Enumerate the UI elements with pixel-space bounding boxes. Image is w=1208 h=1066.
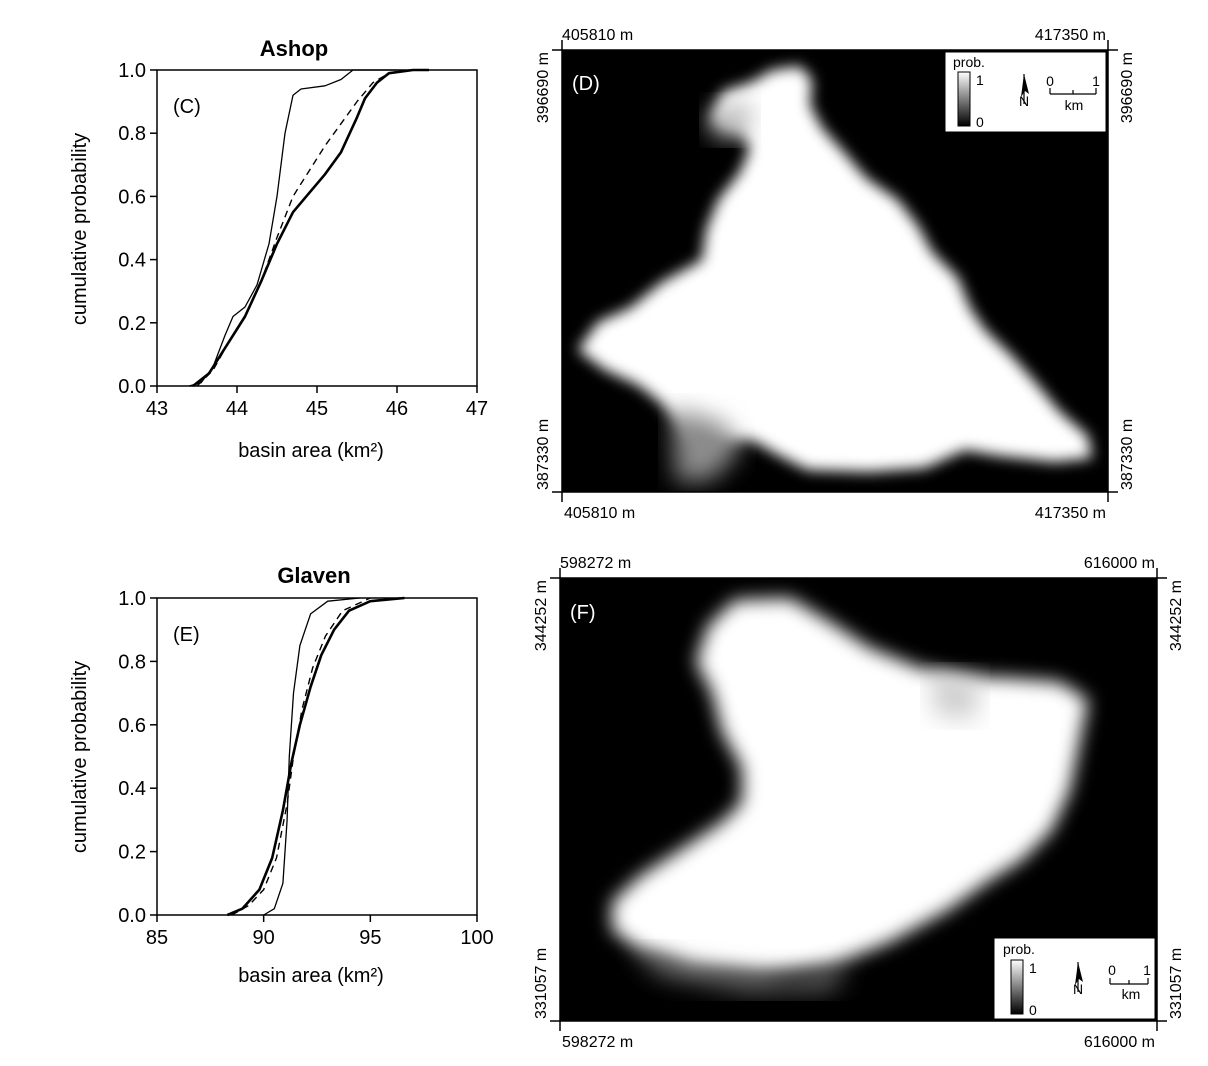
map-legend: prob. 1 0 N 0 1 km (944, 51, 1107, 133)
north-arrow-icon (1075, 962, 1083, 992)
legend-title: prob. (953, 54, 985, 70)
series-group (226, 596, 405, 917)
scale-bar (1049, 88, 1097, 95)
x-tick-label: 100 (460, 927, 493, 949)
y-tick-label: 0.8 (118, 123, 146, 145)
panel-label: (F) (570, 602, 596, 624)
coord-right-top: 396690 m (1119, 52, 1136, 123)
legend-max: 1 (1029, 960, 1037, 976)
y-tick-label: 0.2 (118, 842, 146, 864)
corner-ticks (552, 40, 1118, 502)
y-tick-labels: 0.0 0.2 0.4 0.6 0.8 1.0 (118, 60, 157, 398)
y-tick-label: 0.6 (118, 715, 146, 737)
coord-top-left: 598272 m (560, 555, 631, 572)
x-tick-label: 47 (466, 398, 488, 420)
x-tick-label: 95 (359, 927, 381, 949)
y-tick-labels: 0.0 0.2 0.4 0.6 0.8 1.0 (118, 588, 157, 927)
y-tick-label: 0.4 (118, 250, 146, 272)
scale-unit: km (1065, 97, 1084, 113)
x-tick-label: 85 (146, 927, 168, 949)
y-tick-label: 0.8 (118, 651, 146, 673)
cdf-line-dashed (231, 597, 371, 916)
chart-title: Ashop (260, 36, 328, 61)
y-tick-label: 1.0 (118, 588, 146, 610)
basin-probability-shape (578, 66, 1092, 482)
coord-top-right: 616000 m (1084, 555, 1155, 572)
probability-colorbar (957, 71, 971, 127)
y-tick-label: 0.0 (118, 376, 146, 398)
coord-right-bottom: 387330 m (1119, 419, 1136, 490)
plot-frame (156, 597, 478, 916)
legend-title: prob. (1003, 941, 1035, 957)
probability-colorbar (1010, 959, 1024, 1015)
cdf-line-dashed (196, 69, 414, 387)
probability-map-f: (F) 598272 m 616000 m 598272 m 616000 m … (533, 555, 1185, 1051)
legend-min: 0 (976, 114, 984, 130)
coord-left-top: 344252 m (533, 580, 550, 651)
cdf-line-thick-solid (226, 596, 405, 917)
cdf-line-thin-solid (263, 597, 360, 916)
map-legend: prob. 1 0 N 0 1 km (993, 937, 1156, 1020)
panel-label: (C) (173, 96, 201, 118)
corner-ticks (550, 568, 1167, 1031)
basin-probability-shape (612, 598, 1088, 992)
coord-left-bottom: 387330 m (535, 419, 552, 490)
coord-right-bottom: 331057 m (1168, 948, 1185, 1019)
north-label: N (1019, 93, 1029, 109)
x-tick-label: 44 (226, 398, 248, 420)
coord-bottom-left: 598272 m (562, 1034, 633, 1051)
cdf-chart-ashop: Ashop 0.00.20.40.60.81.0 43 44 45 46 47 (C) … (69, 36, 488, 462)
panel-label: (E) (173, 624, 200, 646)
scale-one: 1 (1143, 962, 1151, 978)
x-tick-labels: 43 44 45 46 47 (146, 386, 488, 420)
coord-bottom-left: 405810 m (564, 505, 635, 522)
coord-top-left: 405810 m (562, 27, 633, 44)
north-arrow-icon (1021, 74, 1029, 104)
coord-left-top: 396690 m (535, 52, 552, 123)
x-axis-label: basin area (km²) (238, 965, 384, 987)
x-tick-label: 90 (253, 927, 275, 949)
north-label: N (1073, 981, 1083, 997)
legend-min: 0 (1029, 1002, 1037, 1018)
x-tick-labels: 85 90 95 100 (146, 915, 494, 949)
series-group (188, 68, 429, 388)
coord-top-right: 417350 m (1035, 27, 1106, 44)
x-tick-label: 43 (146, 398, 168, 420)
scale-zero: 0 (1108, 962, 1116, 978)
coord-right-top: 344252 m (1168, 580, 1185, 651)
plot-frame (156, 69, 478, 387)
legend-max: 1 (976, 72, 984, 88)
probability-map-d: (D) 405810 m 417350 m 405810 m 417350 m … (535, 27, 1136, 522)
coord-left-bottom: 331057 m (533, 948, 550, 1019)
y-tick-label: 0.4 (118, 778, 146, 800)
x-tick-label: 46 (386, 398, 408, 420)
x-tick-label: 45 (306, 398, 328, 420)
y-tick-label: 0.0 (118, 905, 146, 927)
scale-zero: 0 (1046, 73, 1054, 89)
chart-title: Glaven (277, 563, 350, 588)
panel-label: (D) (572, 73, 600, 95)
cdf-line-thick-solid (192, 68, 429, 388)
cdf-chart-glaven: Glaven 0.00.20.40.60.81.0 85 90 95 100 (E) … (69, 563, 494, 987)
coord-bottom-right: 417350 m (1035, 505, 1106, 522)
y-tick-label: 1.0 (118, 60, 146, 82)
cdf-line-thin-solid (188, 69, 397, 387)
y-axis-label: cumulative probability (69, 133, 91, 325)
y-tick-label: 0.6 (118, 186, 146, 208)
scale-one: 1 (1092, 73, 1100, 89)
scale-bar (1109, 978, 1149, 985)
scale-unit: km (1122, 986, 1141, 1002)
x-axis-label: basin area (km²) (238, 440, 384, 462)
y-tick-label: 0.2 (118, 313, 146, 335)
coord-bottom-right: 616000 m (1084, 1034, 1155, 1051)
y-axis-label: cumulative probability (69, 661, 91, 853)
